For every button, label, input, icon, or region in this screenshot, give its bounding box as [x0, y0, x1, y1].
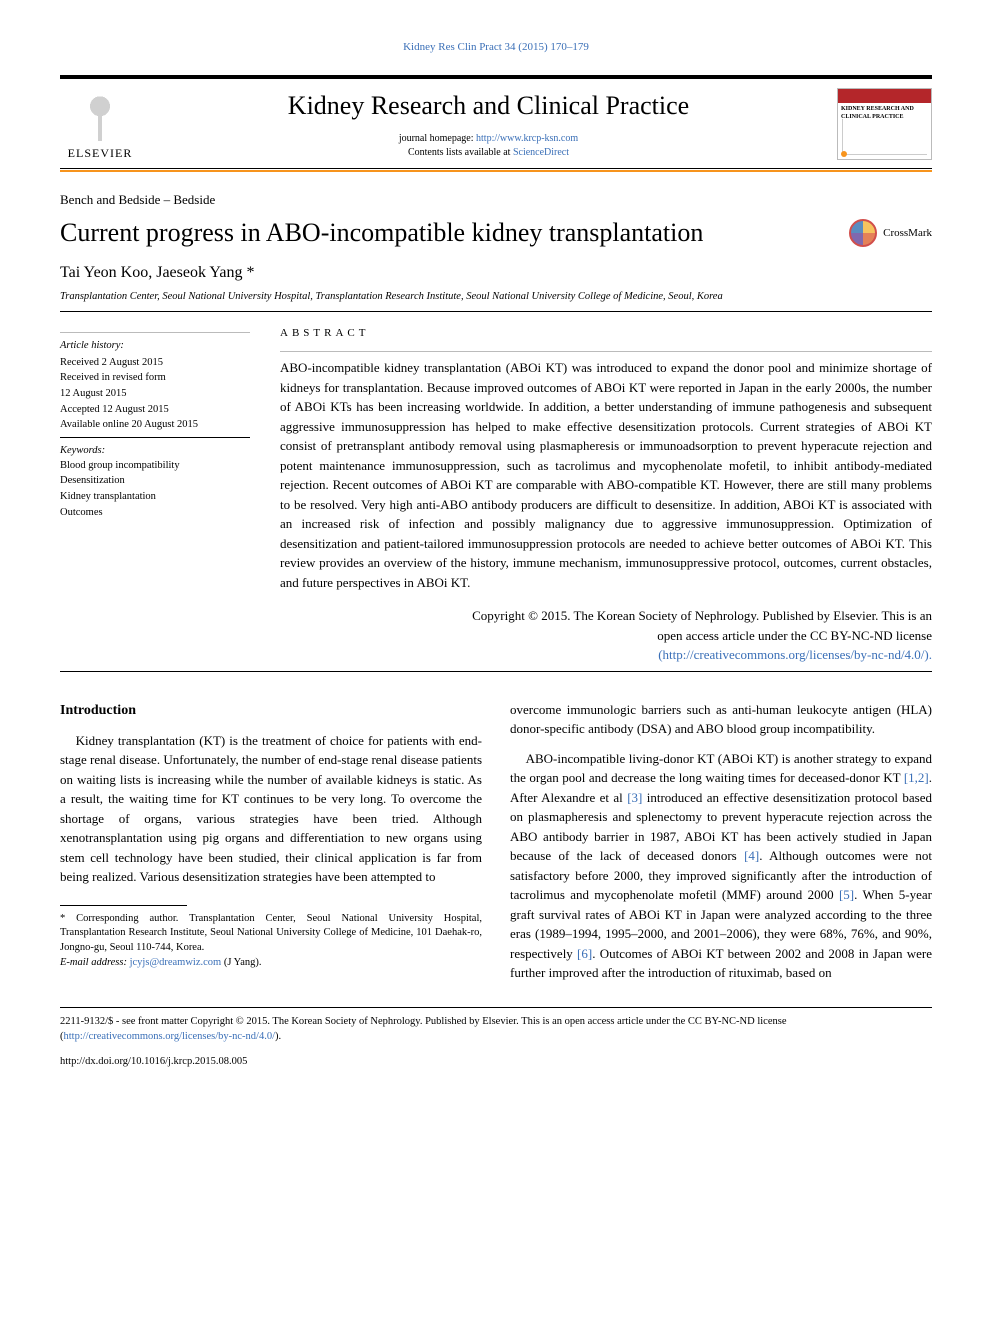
affiliation: Transplantation Center, Seoul National U… [60, 290, 932, 305]
body-paragraph: ABO-incompatible living-donor KT (ABOi K… [510, 749, 932, 983]
sciencedirect-link[interactable]: ScienceDirect [513, 147, 569, 158]
keyword: Desensitization [60, 474, 250, 489]
ref-link[interactable]: [4] [744, 848, 759, 863]
journal-name: Kidney Research and Clinical Practice [140, 88, 837, 124]
section-label: Bench and Bedside – Bedside [60, 191, 932, 209]
keyword: Blood group incompatibility [60, 459, 250, 474]
email-post: (J Yang). [221, 957, 261, 968]
crossmark-icon [849, 219, 877, 247]
body-col-right: overcome immunologic barriers such as an… [510, 700, 932, 993]
abstract: Abstract ABO-incompatible kidney transpl… [280, 326, 932, 665]
publisher-name: ELSEVIER [60, 145, 140, 162]
divider [280, 351, 932, 352]
history-line: Accepted 12 August 2015 [60, 403, 250, 418]
keyword: Outcomes [60, 506, 250, 521]
running-head-link[interactable]: Kidney Res Clin Pract 34 (2015) 170–179 [403, 41, 589, 53]
front-matter-text: ). [275, 1031, 281, 1042]
crossmark-label: CrossMark [883, 226, 932, 241]
history-line: 12 August 2015 [60, 387, 250, 402]
footnote-separator [60, 905, 187, 906]
running-head: Kidney Res Clin Pract 34 (2015) 170–179 [60, 40, 932, 55]
license-link[interactable]: (http://creativecommons.org/licenses/by-… [658, 647, 932, 662]
history-line: Received in revised form [60, 371, 250, 386]
publisher-logo: ELSEVIER [60, 85, 140, 162]
text-run: ABO-incompatible living-donor KT (ABOi K… [510, 751, 932, 786]
email-label: E-mail address: [60, 957, 130, 968]
copyright-line: Copyright © 2015. The Korean Society of … [280, 606, 932, 626]
ref-link[interactable]: [5] [839, 887, 854, 902]
email-link[interactable]: jcyjs@dreamwiz.com [130, 957, 222, 968]
ref-link[interactable]: [1,2] [904, 770, 929, 785]
ref-link[interactable]: [6] [577, 946, 592, 961]
crossmark-badge[interactable]: CrossMark [849, 219, 932, 247]
corresponding-author: * Corresponding author. Transplantation … [60, 912, 482, 971]
doi: http://dx.doi.org/10.1016/j.krcp.2015.08… [60, 1055, 932, 1070]
intro-heading: Introduction [60, 700, 482, 721]
divider [60, 671, 932, 672]
keyword: Kidney transplantation [60, 490, 250, 505]
sd-label: Contents lists available at [408, 147, 513, 158]
abstract-text: ABO-incompatible kidney transplantation … [280, 358, 932, 592]
history-line: Received 2 August 2015 [60, 356, 250, 371]
sciencedirect-line: Contents lists available at ScienceDirec… [140, 146, 837, 160]
journal-cover-thumb: KIDNEY RESEARCH AND CLINICAL PRACTICE [837, 88, 932, 160]
divider [60, 311, 932, 312]
article-title: Current progress in ABO-incompatible kid… [60, 215, 932, 251]
journal-homepage-link[interactable]: http://www.krcp-ksn.com [476, 133, 578, 144]
body-paragraph: overcome immunologic barriers such as an… [510, 700, 932, 739]
journal-homepage-label: journal homepage: [399, 133, 476, 144]
elsevier-tree-icon [72, 85, 128, 141]
authors: Tai Yeon Koo, Jaeseok Yang * [60, 262, 932, 284]
license-link[interactable]: http://creativecommons.org/licenses/by-n… [64, 1031, 276, 1042]
history-line: Available online 20 August 2015 [60, 418, 250, 438]
body-col-left: Introduction Kidney transplantation (KT)… [60, 700, 482, 993]
body-paragraph: Kidney transplantation (KT) is the treat… [60, 731, 482, 887]
article-info: Article history: Received 2 August 2015 … [60, 326, 250, 665]
divider [60, 332, 250, 333]
article-history-heading: Article history: [60, 339, 250, 354]
corr-text: * Corresponding author. Transplantation … [60, 913, 482, 953]
abstract-heading: Abstract [280, 326, 932, 341]
copyright-line: open access article under the CC BY-NC-N… [280, 626, 932, 646]
copyright-block: Copyright © 2015. The Korean Society of … [280, 606, 932, 665]
ref-link[interactable]: [3] [627, 790, 642, 805]
journal-homepage: journal homepage: http://www.krcp-ksn.co… [140, 132, 837, 146]
front-matter-note: 2211-9132/$ - see front matter Copyright… [60, 1007, 932, 1046]
masthead: ELSEVIER Kidney Research and Clinical Pr… [60, 75, 932, 169]
keywords-heading: Keywords: [60, 444, 250, 459]
